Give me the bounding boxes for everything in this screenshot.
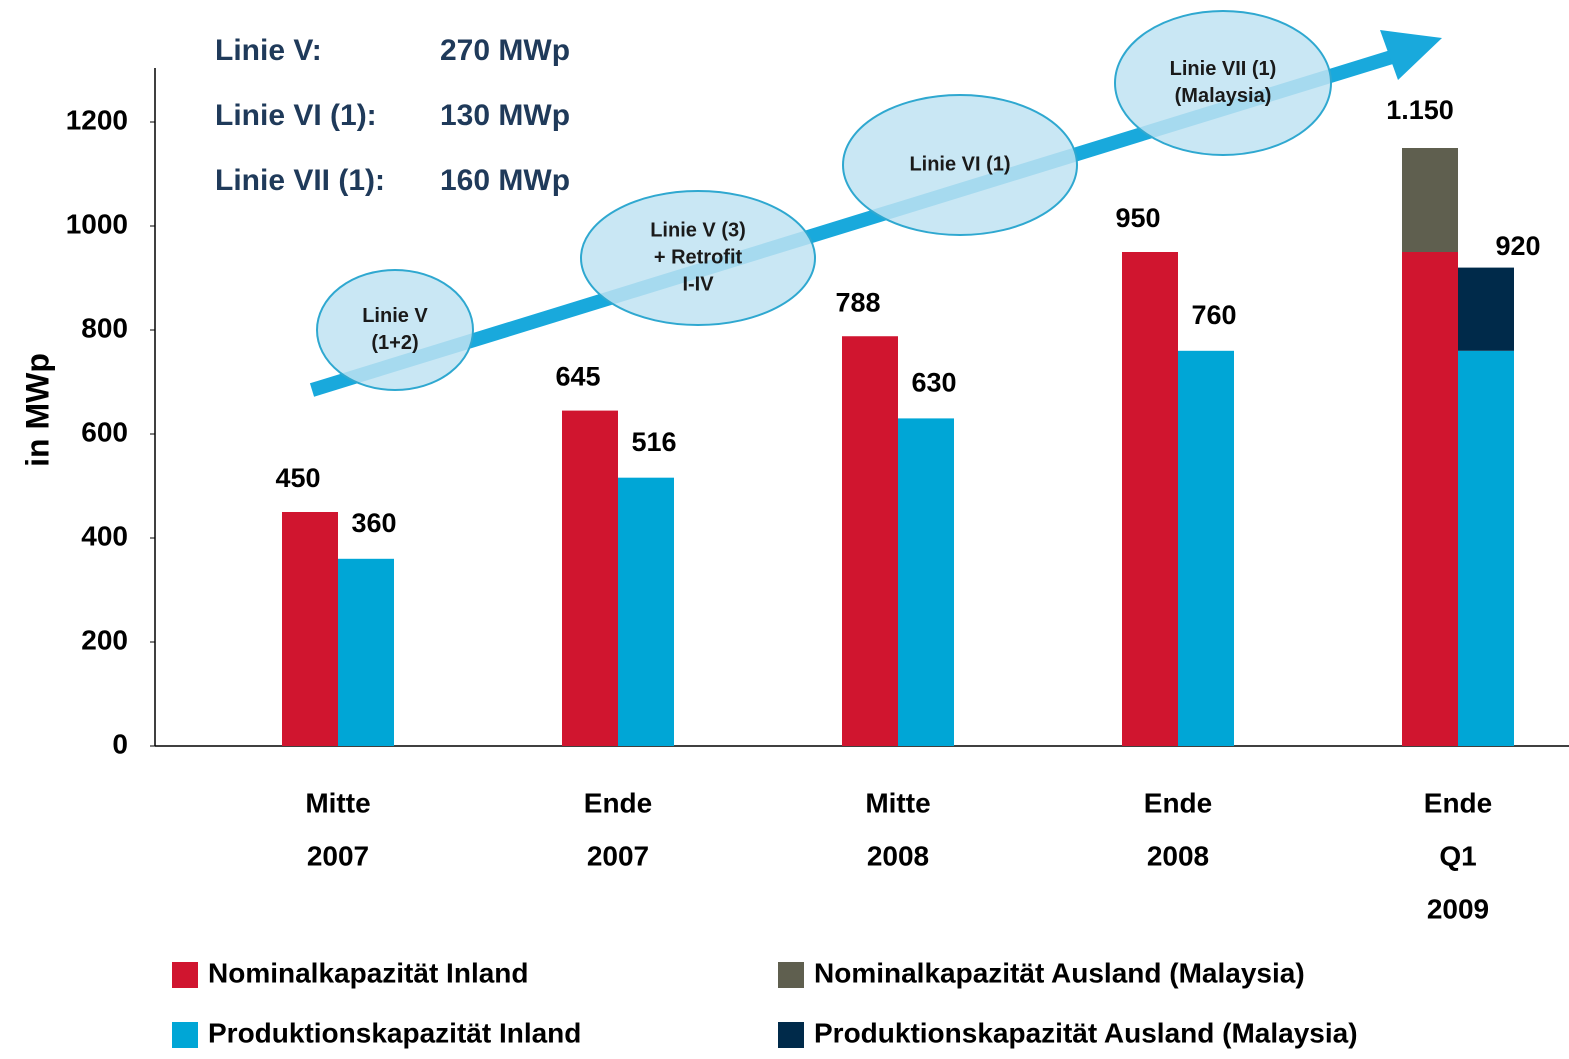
bar: [1402, 252, 1458, 746]
x-tick-label: Ende: [1144, 787, 1212, 818]
legend-swatch: [778, 962, 804, 988]
milestone-label: (1+2): [371, 332, 418, 354]
x-tick-label: Q1: [1439, 840, 1476, 871]
y-tick-label: 400: [81, 520, 128, 551]
milestone-label: Linie VI (1): [909, 153, 1010, 175]
x-tick-label: 2007: [587, 840, 649, 871]
y-tick-label: 1000: [66, 208, 128, 239]
legend-swatch: [172, 962, 198, 988]
y-tick-label: 0: [112, 728, 128, 759]
milestone-label: Linie V (3): [650, 219, 746, 241]
milestone-bubble: [1114, 10, 1332, 156]
data-label: 360: [351, 508, 396, 538]
bar: [1178, 350, 1234, 746]
note-value: 270 MWp: [440, 34, 570, 67]
milestone-label: + Retrofit: [654, 246, 743, 268]
legend-swatch: [172, 1022, 198, 1048]
note-label: Linie VI (1):: [215, 99, 377, 132]
note-value: 130 MWp: [440, 99, 570, 132]
x-tick-label: 2009: [1427, 893, 1489, 924]
milestone-label: I-IV: [682, 273, 714, 295]
bar: [338, 558, 394, 746]
bar: [618, 477, 674, 746]
data-label: 516: [631, 427, 676, 457]
x-tick-label: 2007: [307, 840, 369, 871]
data-label: 645: [555, 362, 600, 392]
legend-swatch: [778, 1022, 804, 1048]
data-label: 630: [911, 368, 956, 398]
bar: [1458, 350, 1514, 746]
milestone-label: (Malaysia): [1175, 85, 1272, 107]
bar: [1122, 252, 1178, 746]
x-tick-label: Ende: [1424, 787, 1492, 818]
x-tick-label: Mitte: [865, 787, 930, 818]
note-label: Linie VII (1):: [215, 164, 385, 197]
data-label: 950: [1115, 203, 1160, 233]
milestone-bubble: [842, 94, 1078, 236]
bar: [1458, 267, 1514, 351]
y-tick-label: 1200: [66, 104, 128, 135]
milestone-bubble: [316, 269, 474, 391]
legend-label: Produktionskapazität Ausland (Malaysia): [814, 1017, 1358, 1048]
total-label: 1.150: [1386, 95, 1454, 125]
data-label: 788: [835, 287, 880, 317]
y-axis-label: in MWp: [19, 353, 55, 467]
note-value: 160 MWp: [440, 164, 570, 197]
x-tick-label: Ende: [584, 787, 652, 818]
milestone-bubble: [580, 190, 816, 326]
legend-label: Nominalkapazität Ausland (Malaysia): [814, 957, 1305, 988]
legend-label: Nominalkapazität Inland: [208, 957, 529, 988]
bar: [1402, 148, 1458, 252]
y-tick-label: 200: [81, 624, 128, 655]
total-label: 920: [1495, 231, 1540, 261]
x-tick-label: 2008: [867, 840, 929, 871]
y-tick-label: 800: [81, 312, 128, 343]
x-tick-label: Mitte: [305, 787, 370, 818]
milestone-label: Linie V: [362, 305, 428, 327]
arrow-head: [1380, 30, 1442, 80]
bar: [842, 336, 898, 746]
x-tick-label: 2008: [1147, 840, 1209, 871]
data-label: 760: [1191, 300, 1236, 330]
note-label: Linie V:: [215, 34, 322, 67]
legend-label: Produktionskapazität Inland: [208, 1017, 581, 1048]
milestone-label: Linie VII (1): [1170, 58, 1277, 80]
bar: [898, 418, 954, 746]
bar: [282, 512, 338, 746]
bar: [562, 410, 618, 746]
data-label: 450: [275, 463, 320, 493]
y-tick-label: 600: [81, 416, 128, 447]
